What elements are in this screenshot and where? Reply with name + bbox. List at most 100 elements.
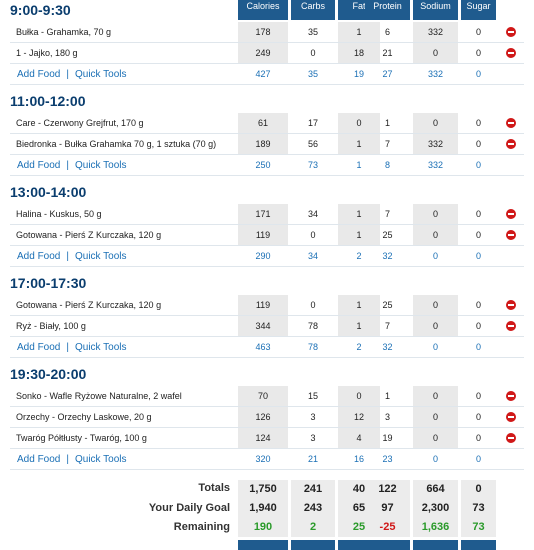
column-shade	[338, 204, 380, 224]
delete-icon[interactable]	[506, 412, 516, 422]
quick-tools-link[interactable]: Quick Tools	[74, 251, 127, 262]
header-sugar: Sugar	[461, 0, 496, 20]
column-shade	[338, 225, 380, 245]
meal-total-cal: 290	[255, 251, 271, 261]
food-name[interactable]: Twaróg Półtłusty - Twaróg, 100 g	[16, 433, 147, 443]
quick-tools-link[interactable]: Quick Tools	[74, 342, 127, 353]
add-food-link[interactable]: Add Food	[17, 69, 61, 80]
link-separator: |	[66, 251, 69, 262]
food-name[interactable]: Ryż - Biały, 100 g	[16, 321, 86, 331]
delete-icon[interactable]	[506, 391, 516, 401]
meal-total-fat: 2	[356, 342, 362, 352]
bottom-header-fat	[338, 540, 380, 550]
remaining-protein: -25	[365, 518, 410, 537]
quick-tools-link[interactable]: Quick Tools	[74, 454, 127, 465]
food-fat: 1	[356, 230, 362, 240]
add-food-link[interactable]: Add Food	[17, 251, 61, 262]
column-shade	[238, 428, 288, 448]
delete-icon[interactable]	[506, 27, 516, 37]
column-shade	[238, 225, 288, 245]
delete-icon[interactable]	[506, 433, 516, 443]
meal-total-protein: 32	[382, 251, 393, 261]
food-name[interactable]: 1 - Jajko, 180 g	[16, 48, 78, 58]
delete-icon[interactable]	[506, 230, 516, 240]
meal-title: 17:00-17:30	[10, 275, 87, 291]
add-food-link[interactable]: Add Food	[17, 342, 61, 353]
column-shade	[413, 295, 458, 315]
column-shade	[238, 386, 288, 406]
food-carbs: 0	[310, 300, 316, 310]
delete-icon[interactable]	[506, 209, 516, 219]
bottom-header-carbs	[291, 540, 335, 550]
link-separator: |	[66, 342, 69, 353]
add-food-link[interactable]: Add Food	[17, 160, 61, 171]
column-shade	[238, 407, 288, 427]
food-sodium: 0	[432, 321, 438, 331]
column-shade	[413, 113, 458, 133]
food-name[interactable]: Biedronka - Bułka Grahamka 70 g, 1 sztuk…	[16, 139, 217, 149]
totals-calories: 1,750	[238, 480, 288, 499]
food-cal: 171	[255, 209, 271, 219]
food-sodium: 0	[432, 209, 438, 219]
remaining-label: Remaining	[173, 521, 230, 533]
bottom-header-protein	[365, 540, 410, 550]
food-protein: 1	[384, 391, 390, 401]
food-name[interactable]: Sonko - Wafle Ryżowe Naturalne, 2 wafel	[16, 391, 182, 401]
column-shade	[238, 134, 288, 154]
goal-sodium: 2,300	[413, 499, 458, 518]
column-shade	[338, 316, 380, 336]
food-name[interactable]: Bułka - Grahamka, 70 g	[16, 27, 112, 37]
column-shade	[413, 316, 458, 336]
food-carbs: 34	[307, 209, 318, 219]
meal-total-carbs: 21	[307, 454, 318, 464]
meal-total-fat: 16	[353, 454, 364, 464]
link-separator: |	[66, 160, 69, 171]
meal-links: Add Food | Quick Tools	[17, 251, 127, 262]
link-separator: |	[66, 69, 69, 80]
meal-total-sodium: 0	[432, 454, 438, 464]
quick-tools-link[interactable]: Quick Tools	[74, 69, 127, 80]
food-protein: 1	[384, 118, 390, 128]
food-name[interactable]: Orzechy - Orzechy Laskowe, 20 g	[16, 412, 152, 422]
column-shade	[338, 113, 380, 133]
quick-tools-link[interactable]: Quick Tools	[74, 160, 127, 171]
meal-summary-row: Add Food | Quick Tools 463 78 2 32 0 0	[10, 337, 524, 358]
food-cal: 126	[255, 412, 271, 422]
food-row: Gotowana - Pierś Z Kurczaka, 120 g 119 0 1 2…	[10, 225, 524, 246]
meal-total-sodium: 332	[427, 69, 444, 79]
food-sodium: 0	[432, 391, 438, 401]
delete-icon[interactable]	[506, 321, 516, 331]
food-cal: 70	[257, 391, 268, 401]
food-sugar: 0	[475, 321, 481, 331]
food-name[interactable]: Gotowana - Pierś Z Kurczaka, 120 g	[16, 300, 162, 310]
delete-icon[interactable]	[506, 139, 516, 149]
food-row: Twaróg Półtłusty - Twaróg, 100 g 124 3 4 19 0…	[10, 428, 524, 449]
food-sugar: 0	[475, 209, 481, 219]
column-shade	[413, 428, 458, 448]
food-sodium: 0	[432, 300, 438, 310]
meal-total-fat: 1	[356, 160, 362, 170]
goal-protein: 97	[365, 499, 410, 518]
food-fat: 1	[356, 209, 362, 219]
food-row: Halina - Kuskus, 50 g 171 34 1 7 0 0	[10, 204, 524, 225]
delete-icon[interactable]	[506, 118, 516, 128]
food-protein: 7	[384, 321, 390, 331]
food-cal: 119	[255, 230, 271, 240]
header-protein: Protein	[365, 0, 410, 20]
food-fat: 1	[356, 300, 362, 310]
food-name[interactable]: Care - Czerwony Grejfrut, 170 g	[16, 118, 144, 128]
column-shade	[413, 407, 458, 427]
food-sugar: 0	[475, 48, 481, 58]
food-name[interactable]: Gotowana - Pierś Z Kurczaka, 120 g	[16, 230, 162, 240]
column-shade	[238, 316, 288, 336]
meal-links: Add Food | Quick Tools	[17, 160, 127, 171]
food-sugar: 0	[475, 391, 481, 401]
food-sugar: 0	[475, 230, 481, 240]
food-row: Gotowana - Pierś Z Kurczaka, 120 g 119 0 1 2…	[10, 295, 524, 316]
food-name[interactable]: Halina - Kuskus, 50 g	[16, 209, 102, 219]
food-row: Orzechy - Orzechy Laskowe, 20 g 126 3 12 3 0 0	[10, 407, 524, 428]
column-shade	[338, 428, 380, 448]
delete-icon[interactable]	[506, 300, 516, 310]
add-food-link[interactable]: Add Food	[17, 454, 61, 465]
delete-icon[interactable]	[506, 48, 516, 58]
